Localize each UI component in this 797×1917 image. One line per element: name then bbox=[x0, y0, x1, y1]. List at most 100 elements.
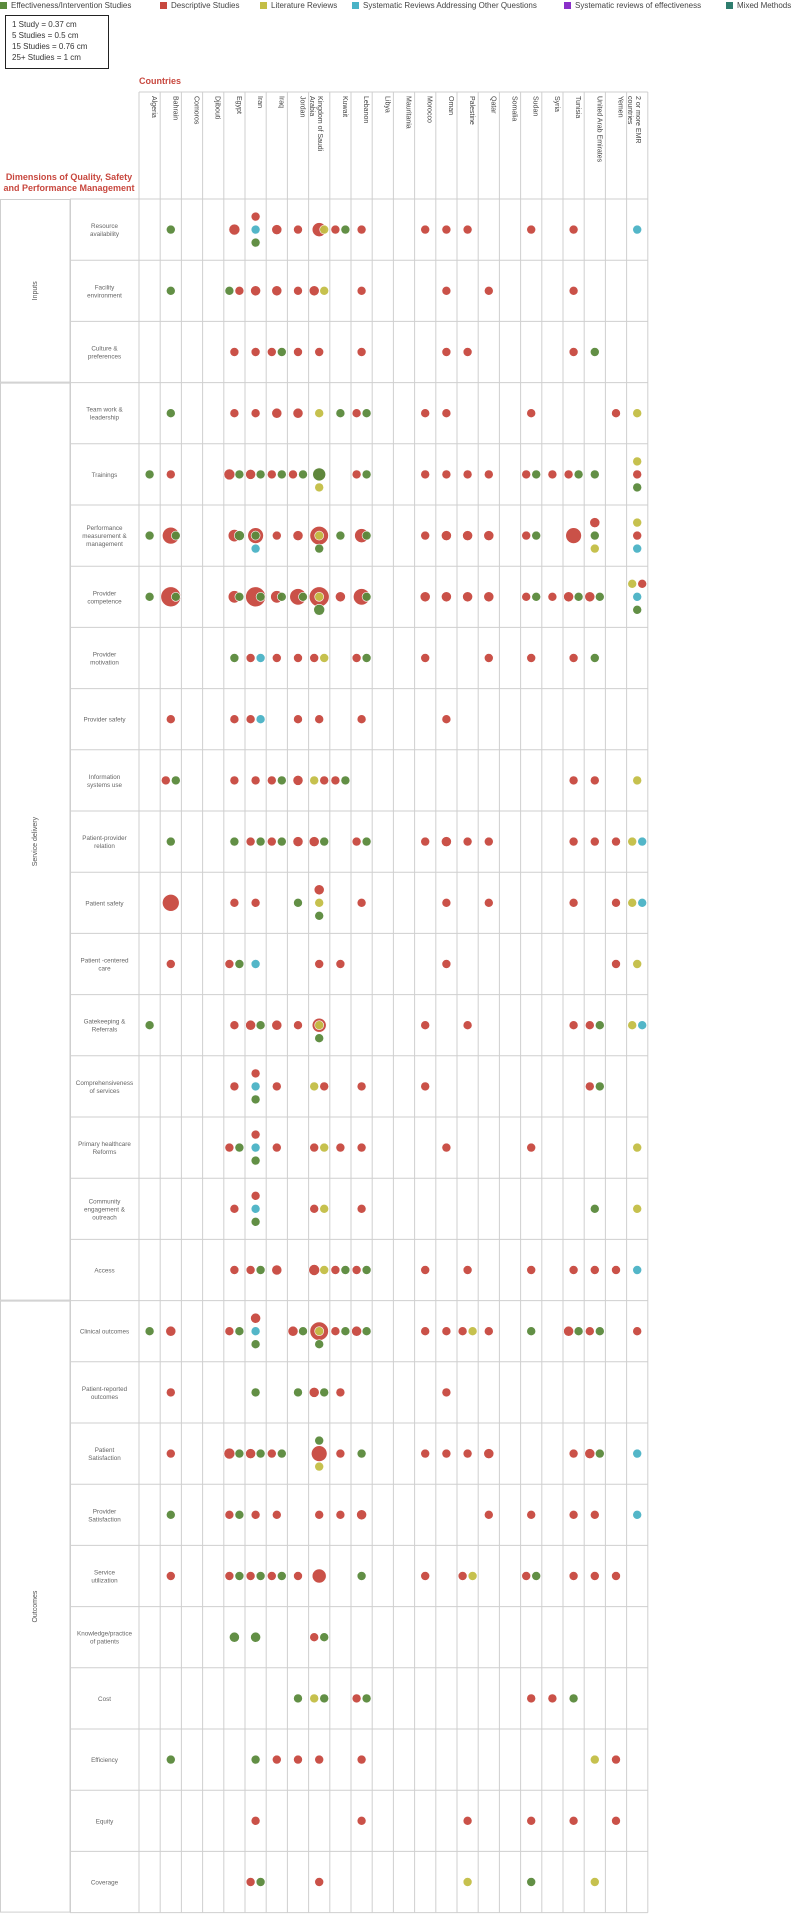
bubble bbox=[420, 469, 431, 480]
column-label-line: Bahrain bbox=[171, 96, 178, 120]
bubble bbox=[314, 543, 325, 554]
bubble bbox=[271, 653, 282, 663]
bubble bbox=[632, 1204, 643, 1214]
bubble bbox=[340, 224, 351, 235]
bubble bbox=[531, 530, 542, 541]
row-label-line: Patient-provider bbox=[82, 835, 126, 842]
bubble bbox=[589, 347, 600, 357]
bubble bbox=[234, 1448, 245, 1459]
bubble bbox=[224, 1571, 235, 1581]
bubble bbox=[319, 1081, 330, 1092]
group-label: Inputs bbox=[32, 281, 39, 301]
bubble bbox=[632, 482, 643, 493]
row-label: Knowledge/practice of patients bbox=[77, 1631, 132, 1646]
row-label-line: Primary healthcare bbox=[78, 1141, 131, 1148]
bubble bbox=[356, 285, 367, 296]
column-label: Mauritania bbox=[405, 96, 412, 129]
row-label-line: Community bbox=[89, 1198, 122, 1205]
bubble bbox=[224, 1326, 235, 1336]
bubble bbox=[144, 1326, 155, 1336]
bubble bbox=[627, 578, 638, 589]
bubble bbox=[266, 347, 277, 357]
bubble bbox=[171, 530, 181, 541]
bubble bbox=[250, 1081, 261, 1092]
bubble bbox=[314, 910, 325, 921]
row-label: Information systems use bbox=[87, 774, 122, 789]
bubble bbox=[229, 1081, 240, 1092]
bubble bbox=[526, 1510, 537, 1520]
column-label-line: Jordan bbox=[299, 96, 306, 118]
legend-swatch bbox=[0, 2, 7, 9]
legend-label: Systematic reviews of effectiveness bbox=[575, 1, 702, 10]
bubble bbox=[276, 347, 287, 357]
bubble bbox=[526, 1816, 537, 1826]
bubble bbox=[356, 1448, 367, 1459]
column-label: Yemen bbox=[617, 96, 624, 118]
bubble bbox=[573, 1326, 584, 1336]
column-label: Djibouti bbox=[214, 96, 221, 120]
column-label-line: Egypt bbox=[235, 96, 242, 114]
bubble bbox=[594, 591, 605, 602]
bubble bbox=[335, 959, 346, 969]
row-label: Patient-reported outcomes bbox=[82, 1386, 128, 1401]
bubble bbox=[361, 591, 372, 602]
bubble bbox=[632, 224, 643, 235]
bubble bbox=[229, 1265, 240, 1275]
row-label-line: Clinical outcomes bbox=[80, 1329, 129, 1336]
bubble bbox=[441, 1387, 452, 1398]
bubble bbox=[335, 591, 346, 603]
column-label: Qatar bbox=[489, 96, 496, 114]
bubble bbox=[313, 884, 325, 896]
bubble bbox=[250, 1387, 261, 1398]
bubble bbox=[271, 1019, 283, 1031]
bubble bbox=[589, 1204, 600, 1214]
bubble bbox=[266, 469, 277, 480]
bubble bbox=[314, 714, 325, 725]
bubble bbox=[351, 1693, 362, 1704]
column-label: Tunisia bbox=[574, 96, 581, 118]
bubble bbox=[584, 1326, 595, 1336]
bubble bbox=[319, 1387, 330, 1398]
bubble bbox=[441, 591, 452, 603]
legend-label: Effectiveness/Intervention Studies bbox=[11, 1, 132, 10]
bubble bbox=[589, 1265, 600, 1275]
legend-item-literature: Literature Reviews bbox=[260, 1, 337, 11]
bubble bbox=[483, 285, 494, 296]
bubble bbox=[462, 224, 473, 235]
row-label: Patient -centered care bbox=[81, 958, 129, 973]
column-label-line: Libya bbox=[383, 96, 390, 113]
bubble bbox=[309, 1081, 320, 1092]
bubble bbox=[335, 1510, 346, 1520]
column-label-line: Kuwait bbox=[341, 96, 348, 117]
bubble bbox=[250, 285, 261, 297]
bubble bbox=[250, 1754, 261, 1765]
bubble bbox=[298, 1326, 308, 1336]
row-label-line: Knowledge/practice bbox=[77, 1631, 132, 1638]
bubble bbox=[356, 224, 367, 235]
bubble bbox=[335, 1448, 346, 1459]
row-label-line: environment bbox=[87, 292, 122, 299]
bubble bbox=[266, 836, 277, 847]
bubble bbox=[335, 1142, 346, 1153]
bubble bbox=[250, 347, 261, 357]
bubble bbox=[229, 653, 240, 663]
bubble bbox=[568, 775, 579, 786]
bubble bbox=[462, 591, 473, 603]
bubble bbox=[356, 1816, 367, 1826]
bubble bbox=[287, 1325, 299, 1337]
bubble bbox=[568, 1510, 579, 1520]
bubble bbox=[526, 1142, 537, 1153]
bubble bbox=[162, 894, 180, 912]
bubble bbox=[314, 1339, 325, 1349]
bubble bbox=[632, 530, 643, 541]
bubble bbox=[319, 1632, 330, 1642]
bubble bbox=[420, 1326, 431, 1336]
bubble bbox=[293, 1020, 303, 1030]
bubble bbox=[271, 407, 283, 419]
bubble bbox=[462, 1020, 473, 1030]
bubble bbox=[271, 1081, 282, 1092]
bubble bbox=[165, 1325, 177, 1337]
row-label-line: Referrals bbox=[92, 1027, 118, 1034]
bubble bbox=[144, 530, 155, 541]
bubble bbox=[314, 959, 325, 969]
